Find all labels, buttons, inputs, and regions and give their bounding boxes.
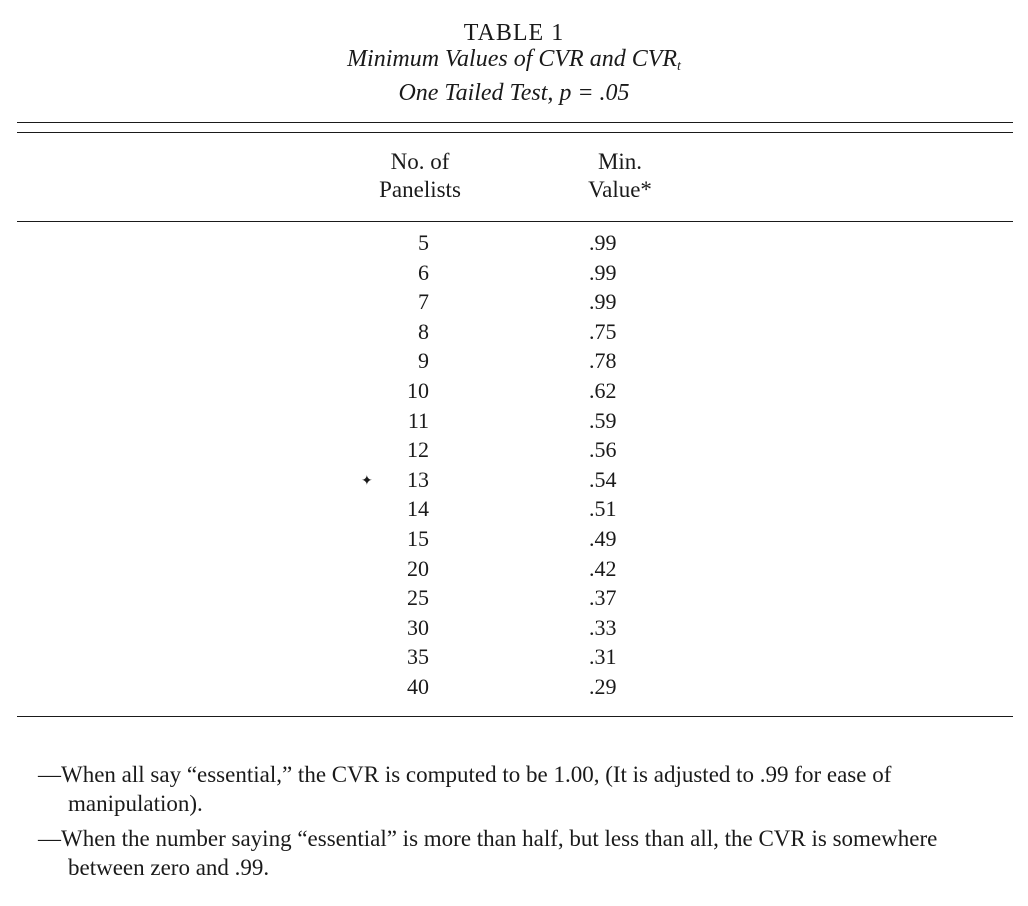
- panelists-cell: 6: [418, 259, 429, 285]
- table-row: 12.56: [0, 435, 1028, 464]
- table-row: 6.99: [0, 258, 1028, 287]
- table-row: 35.31: [0, 642, 1028, 671]
- table-row: 13.54: [0, 465, 1028, 494]
- panelists-cell: 9: [418, 348, 429, 374]
- panelists-cell: 25: [407, 585, 429, 611]
- min-value-cell: .49: [589, 526, 617, 551]
- table-row: 11.59: [0, 406, 1028, 435]
- table-row: 7.99: [0, 287, 1028, 316]
- table-note: —When all say “essential,” the CVR is co…: [38, 762, 892, 816]
- table-label: TABLE 1: [463, 20, 565, 46]
- min-value-cell: .99: [589, 230, 617, 255]
- min-value-cell: .78: [589, 348, 617, 374]
- panelists-cell: 13: [407, 466, 429, 492]
- panelists-cell: 15: [407, 526, 429, 551]
- table-row: 20.42: [0, 554, 1028, 583]
- table-title-subscript: t: [677, 59, 681, 74]
- table-title: Minimum Values of CVR and CVRt: [0, 46, 1028, 80]
- min-value-cell: .59: [589, 407, 617, 433]
- min-value-cell: .31: [589, 644, 617, 670]
- table-caption: TABLE 1 Minimum Values of CVR and CVRt O…: [0, 20, 1028, 106]
- min-value-cell: .54: [589, 466, 617, 492]
- min-value-cell: .62: [589, 378, 617, 403]
- panelists-cell: 10: [407, 378, 429, 403]
- panelists-cell: 5: [418, 230, 429, 255]
- table-row: 8.75: [0, 317, 1028, 346]
- panelists-cell: 30: [407, 614, 429, 640]
- panelists-cell: 40: [407, 674, 429, 699]
- table-row: 25.37: [0, 583, 1028, 612]
- table-row: 10.62: [0, 376, 1028, 405]
- ink-speck: ✦: [361, 474, 373, 489]
- column-header-min-value-line2: Value*: [588, 177, 652, 202]
- table-row: 15.49: [0, 524, 1028, 553]
- min-value-cell: .51: [589, 496, 617, 522]
- panelists-cell: 20: [407, 555, 429, 581]
- table-row: 14.51: [0, 494, 1028, 523]
- min-value-cell: .56: [589, 437, 617, 463]
- bottom-rule: [17, 716, 1013, 717]
- column-header-min-value-line1: Min.: [597, 149, 643, 174]
- panelists-cell: 11: [407, 407, 429, 433]
- min-value-cell: .99: [589, 259, 617, 285]
- column-header-panelists-line2: Panelists: [379, 177, 461, 202]
- table-row: 30.33: [0, 613, 1028, 642]
- column-header-panelists-line1: No. of: [390, 149, 450, 174]
- table-subtitle: One Tailed Test, p = .05: [398, 80, 630, 106]
- table-note: —When the number saying “essential” is m…: [38, 826, 938, 880]
- header-rule: [17, 221, 1013, 222]
- top-rule-1: [17, 122, 1013, 123]
- min-value-cell: .42: [589, 555, 617, 581]
- panelists-cell: 12: [407, 437, 429, 463]
- min-value-cell: .37: [589, 585, 617, 611]
- column-header-panelists: No. of Panelists: [340, 148, 500, 204]
- panelists-cell: 8: [418, 318, 429, 344]
- panelists-cell: 14: [407, 496, 429, 522]
- min-value-cell: .33: [589, 614, 617, 640]
- min-value-cell: .99: [589, 289, 617, 315]
- table-notes: —When all say “essential,” the CVR is co…: [38, 760, 998, 888]
- table-row: 5.99: [0, 228, 1028, 257]
- min-value-cell: .75: [589, 318, 617, 344]
- table-row: 40.29: [0, 672, 1028, 701]
- min-value-cell: .29: [589, 674, 617, 699]
- table-row: 9.78: [0, 346, 1028, 375]
- column-header-min-value: Min. Value*: [540, 148, 700, 204]
- top-rule-2: [17, 132, 1013, 133]
- table-title-main: Minimum Values of CVR and CVR: [347, 46, 678, 72]
- panelists-cell: 35: [407, 644, 429, 670]
- panelists-cell: 7: [418, 289, 429, 315]
